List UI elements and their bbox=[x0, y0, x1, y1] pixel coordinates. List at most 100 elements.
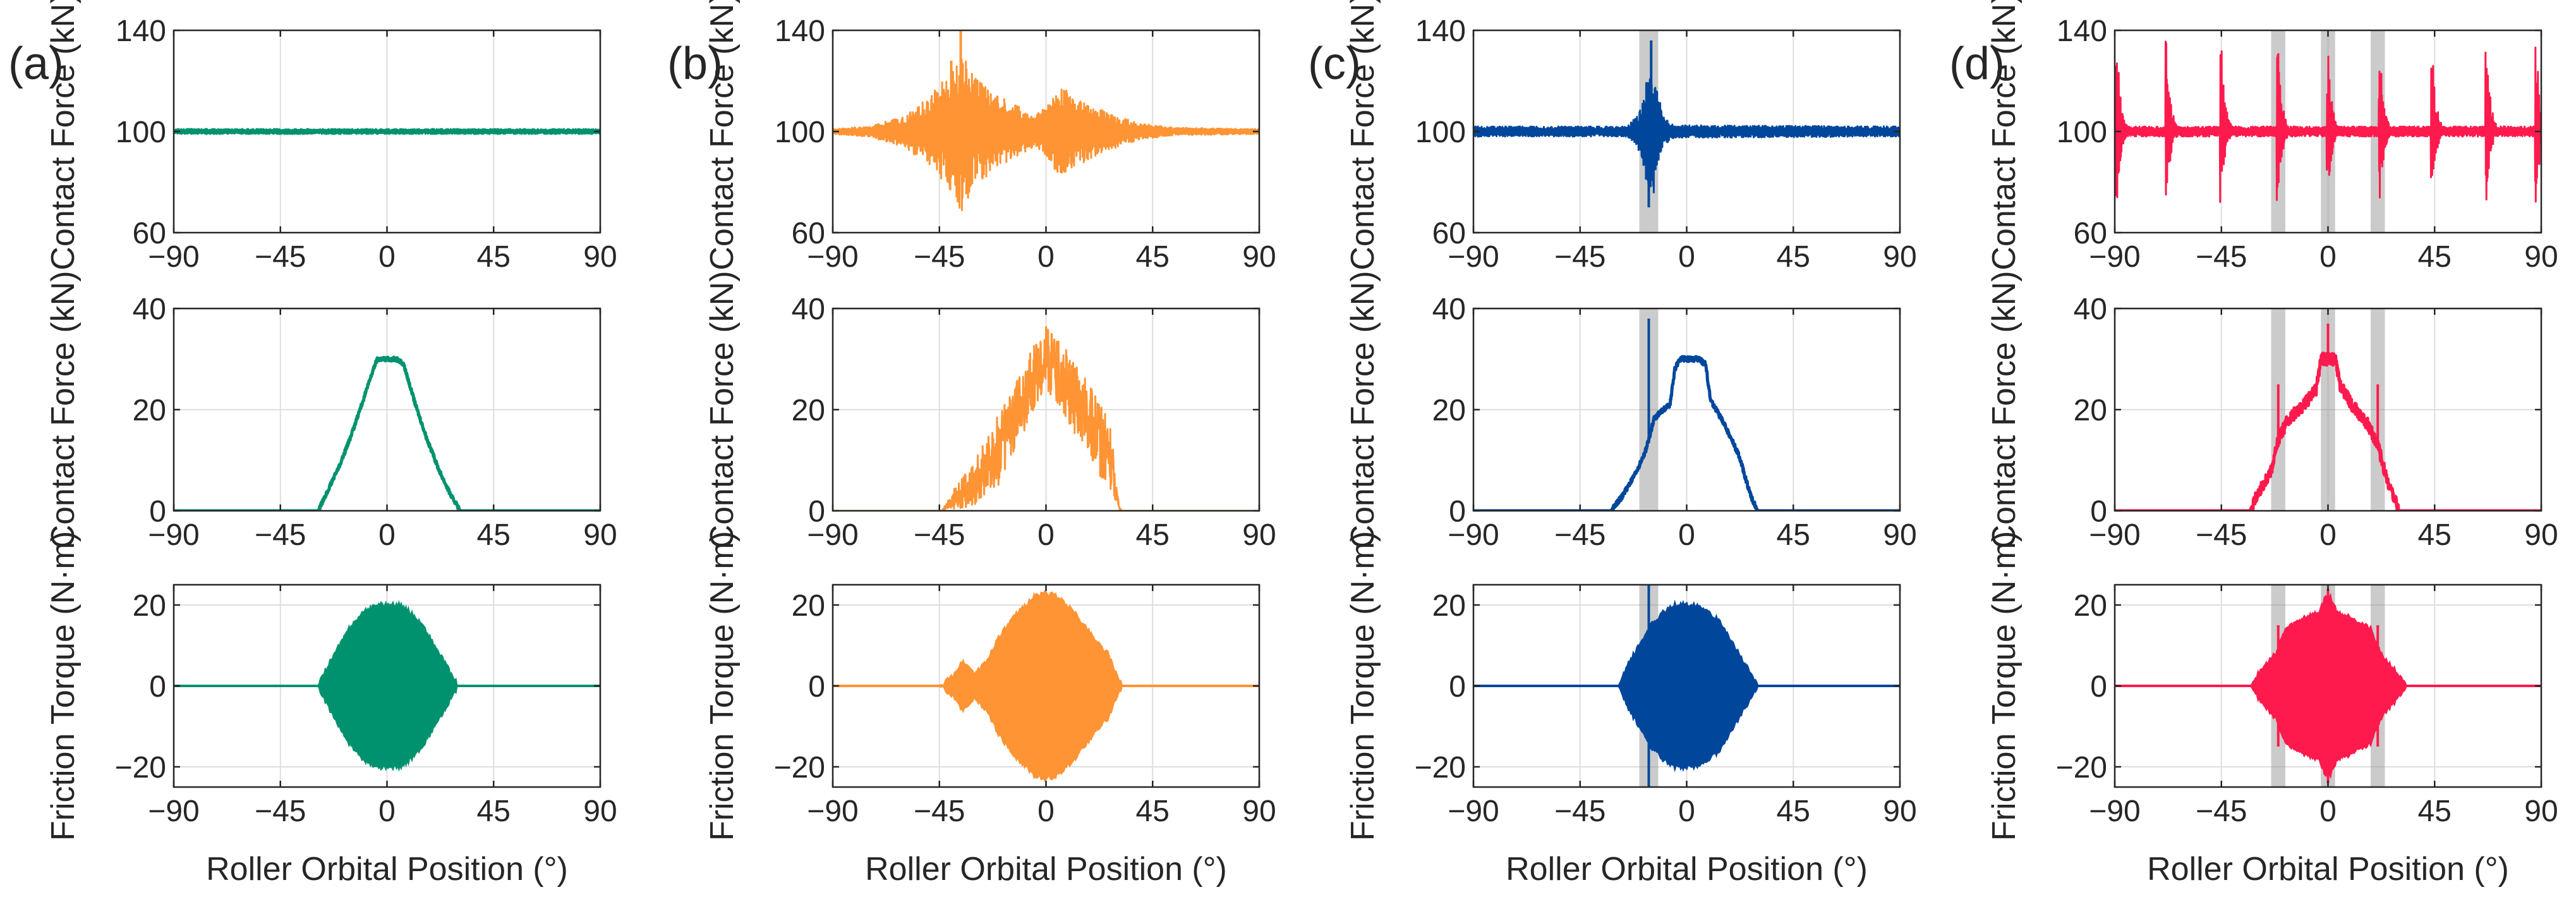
x-axis-label: Roller Orbital Position (°) bbox=[865, 851, 1227, 888]
y-tick-label: 60 bbox=[133, 217, 166, 250]
x-tick-label: 45 bbox=[477, 240, 511, 274]
x-tick-label: 0 bbox=[1678, 240, 1695, 274]
y-axis-label: Contact Force (kN) bbox=[1986, 271, 2023, 548]
x-tick-label: 0 bbox=[1037, 795, 1055, 828]
panel-label: (c) bbox=[1308, 39, 1361, 89]
x-tick-label: 0 bbox=[378, 795, 396, 828]
y-tick-label: −20 bbox=[115, 751, 166, 785]
x-tick-label: −45 bbox=[2196, 795, 2247, 828]
x-tick-label: 90 bbox=[1883, 795, 1916, 828]
subplot-3: −90 −45 0 45 90 −20 0 20 Friction Torque (N·m) bbox=[45, 531, 617, 841]
x-tick-label: 90 bbox=[583, 240, 617, 274]
subplot-1: −90 −45 0 45 90 60 100 140 Contact Force (kN) bbox=[704, 0, 1276, 274]
x-tick-label: 0 bbox=[1037, 518, 1055, 552]
y-tick-label: 40 bbox=[133, 293, 166, 326]
x-tick-label: 90 bbox=[1883, 240, 1916, 274]
x-tick-label: 90 bbox=[2524, 795, 2558, 828]
x-tick-label: −90 bbox=[2089, 518, 2140, 552]
y-tick-label: 40 bbox=[1432, 293, 1466, 326]
x-tick-label: −45 bbox=[1554, 240, 1605, 274]
y-tick-label: 20 bbox=[1432, 394, 1466, 427]
y-axis-label: Contact Force (kN) bbox=[1986, 0, 2023, 271]
x-tick-label: −45 bbox=[2196, 240, 2247, 274]
x-tick-label: 90 bbox=[1242, 518, 1276, 552]
x-tick-label: 45 bbox=[2418, 518, 2452, 552]
y-axis-label: Friction Torque (N·m) bbox=[704, 531, 741, 841]
y-tick-label: 100 bbox=[2057, 116, 2107, 149]
x-tick-label: −90 bbox=[1448, 240, 1499, 274]
subplot-2: −90 −45 0 45 90 0 20 40 Contact Force (kN) bbox=[704, 271, 1276, 552]
x-tick-label: 45 bbox=[1777, 795, 1810, 828]
x-tick-label: −90 bbox=[807, 240, 858, 274]
x-tick-label: 90 bbox=[1242, 240, 1276, 274]
y-tick-label: 0 bbox=[808, 495, 825, 528]
y-tick-label: 60 bbox=[2074, 217, 2107, 250]
panel-c: (c) −90 −45 0 45 90 60 100 140 Contact Force (kN)… bbox=[1308, 0, 1917, 888]
x-tick-label: 0 bbox=[1678, 795, 1695, 828]
y-tick-label: 140 bbox=[116, 15, 166, 48]
y-axis-label: Contact Force (kN) bbox=[45, 0, 82, 271]
x-tick-label: 90 bbox=[2524, 518, 2558, 552]
x-tick-label: −90 bbox=[1448, 518, 1499, 552]
x-tick-label: 45 bbox=[2418, 240, 2452, 274]
data-series bbox=[1473, 319, 1900, 511]
x-tick-label: −45 bbox=[914, 518, 965, 552]
series-line bbox=[2115, 40, 2541, 204]
y-tick-label: 20 bbox=[133, 394, 166, 427]
data-series bbox=[2115, 40, 2541, 204]
subplot-3: −90 −45 0 45 90 −20 0 20 Friction Torque (N·m) bbox=[704, 531, 1276, 841]
y-tick-label: 0 bbox=[2090, 670, 2107, 704]
subplot-3: −90 −45 0 45 90 −20 0 20 Friction Torque (N·m) bbox=[1986, 531, 2558, 841]
x-tick-label: 0 bbox=[2319, 518, 2337, 552]
y-tick-label: 0 bbox=[2090, 495, 2107, 528]
x-tick-label: 0 bbox=[378, 240, 396, 274]
x-tick-label: 45 bbox=[1136, 240, 1170, 274]
x-axis-label: Roller Orbital Position (°) bbox=[206, 851, 568, 888]
y-tick-label: 60 bbox=[792, 217, 825, 250]
subplot-1: −90 −45 0 45 90 60 100 140 Contact Force (kN) bbox=[1345, 0, 1917, 274]
data-series bbox=[2115, 589, 2541, 783]
subplot-1: −90 −45 0 45 90 60 100 140 Contact Force (kN) bbox=[1986, 0, 2558, 274]
panel-b: (b) −90 −45 0 45 90 60 100 140 Contact Force (kN)… bbox=[667, 0, 1276, 888]
panel-label: (b) bbox=[667, 39, 723, 89]
x-tick-label: −45 bbox=[255, 795, 306, 828]
y-tick-label: 0 bbox=[808, 670, 825, 704]
y-tick-label: 100 bbox=[116, 116, 166, 149]
x-tick-label: −45 bbox=[914, 795, 965, 828]
subplot-1: −90 −45 0 45 90 60 100 140 Contact Force (kN) bbox=[45, 0, 617, 274]
data-series bbox=[174, 600, 600, 772]
y-axis-label: Contact Force (kN) bbox=[1345, 0, 1381, 271]
panel-d: (d) −90 −45 0 45 90 60 100 140 Contact Force (kN)… bbox=[1949, 0, 2558, 888]
x-tick-label: 45 bbox=[1777, 518, 1810, 552]
y-tick-label: 140 bbox=[1415, 15, 1466, 48]
y-tick-label: 20 bbox=[792, 394, 825, 427]
y-tick-label: 100 bbox=[775, 116, 825, 149]
x-tick-label: −90 bbox=[148, 240, 199, 274]
y-tick-label: 40 bbox=[2074, 293, 2107, 326]
x-tick-label: 90 bbox=[583, 518, 617, 552]
x-tick-label: 0 bbox=[2319, 795, 2337, 828]
x-tick-label: 45 bbox=[1136, 518, 1170, 552]
x-tick-label: −90 bbox=[2089, 795, 2140, 828]
x-tick-label: −45 bbox=[914, 240, 965, 274]
x-tick-label: 90 bbox=[583, 795, 617, 828]
x-tick-label: 90 bbox=[1883, 518, 1916, 552]
x-tick-label: 90 bbox=[1242, 795, 1276, 828]
x-tick-label: 0 bbox=[1037, 240, 1055, 274]
y-tick-label: 0 bbox=[149, 495, 166, 528]
data-series bbox=[2115, 324, 2541, 511]
subplot-3: −90 −45 0 45 90 −20 0 20 Friction Torque (N·m) bbox=[1345, 531, 1917, 841]
x-tick-label: 0 bbox=[378, 518, 396, 552]
series-line bbox=[174, 355, 600, 511]
y-axis-label: Friction Torque (N·m) bbox=[1986, 531, 2023, 841]
x-tick-label: −90 bbox=[2089, 240, 2140, 274]
y-axis-label: Contact Force (kN) bbox=[704, 271, 741, 548]
series-line bbox=[833, 58, 1259, 211]
x-tick-label: −45 bbox=[255, 518, 306, 552]
y-tick-label: 0 bbox=[1449, 670, 1466, 704]
y-axis-label: Friction Torque (N·m) bbox=[1345, 531, 1381, 841]
x-tick-label: 90 bbox=[2524, 240, 2558, 274]
x-tick-label: 45 bbox=[1777, 240, 1810, 274]
y-axis-label: Friction Torque (N·m) bbox=[45, 531, 82, 841]
